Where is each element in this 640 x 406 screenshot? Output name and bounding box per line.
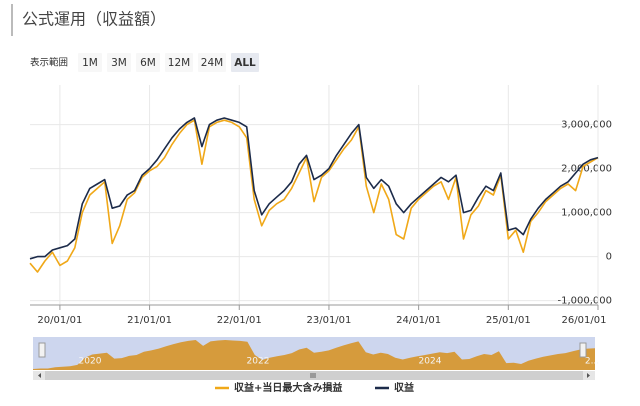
navigator-label: 2020 (79, 357, 102, 367)
x-tick-label: 25/01/01 (486, 315, 531, 326)
lines (29, 117, 599, 273)
x-tick-label: 23/01/01 (306, 315, 351, 326)
range-button-label: 3M (111, 57, 127, 69)
navigator-label: 2022 (247, 357, 270, 367)
nav-handle-left[interactable] (38, 342, 46, 358)
x-tick-label: 26/01/01 (562, 315, 607, 326)
legend-label[interactable]: 収益 (394, 381, 414, 394)
y-tick-label: -1,000,000 (557, 296, 612, 307)
navigator-area (33, 340, 595, 370)
y-tick-label: 2,000,000 (561, 164, 612, 175)
range-buttons: 1M 3M 6M 12M 24M ALL (78, 53, 259, 72)
range-button[interactable] (107, 53, 131, 72)
range-button-label: 24M (201, 57, 223, 69)
grid: -1,000,000 0 1,000,000 2,000,000 3,000,000 20… (30, 85, 612, 326)
navigator-label: 2... (585, 357, 599, 367)
range-button-label: 1M (82, 57, 98, 69)
y-tick-label: 1,000,000 (561, 208, 612, 219)
range-button[interactable] (198, 53, 226, 72)
page-title: 公式運用（収益額） (22, 10, 166, 29)
x-tick-label: 24/01/01 (396, 315, 441, 326)
range-button-label: 12M (168, 57, 190, 69)
navigator-label: 2024 (419, 357, 442, 367)
x-tick-label: 22/01/01 (217, 315, 262, 326)
scroll-grip (310, 373, 316, 378)
nav-handle-right[interactable] (579, 342, 587, 358)
range-button[interactable] (165, 53, 193, 72)
x-tick-label: 21/01/01 (127, 315, 172, 326)
range-button[interactable] (78, 53, 102, 72)
range-button[interactable] (136, 53, 160, 72)
range-button-label: ALL (234, 57, 256, 69)
legend-label[interactable]: 収益+当日最大含み損益 (234, 381, 342, 394)
range-button[interactable] (231, 53, 259, 72)
range-label: 表示範囲 (30, 57, 68, 69)
y-tick-label: 3,000,000 (561, 120, 612, 131)
series-line (29, 117, 599, 260)
y-tick-label: 0 (606, 252, 612, 263)
legend: 収益+当日最大含み損益 収益 (215, 381, 414, 394)
plot-area (30, 85, 598, 305)
scrollbar-thumb[interactable] (45, 371, 583, 380)
x-tick-label: 20/01/01 (37, 315, 82, 326)
navigator: 2020 2022 2024 2... (33, 337, 599, 370)
range-button-label: 6M (140, 57, 156, 69)
